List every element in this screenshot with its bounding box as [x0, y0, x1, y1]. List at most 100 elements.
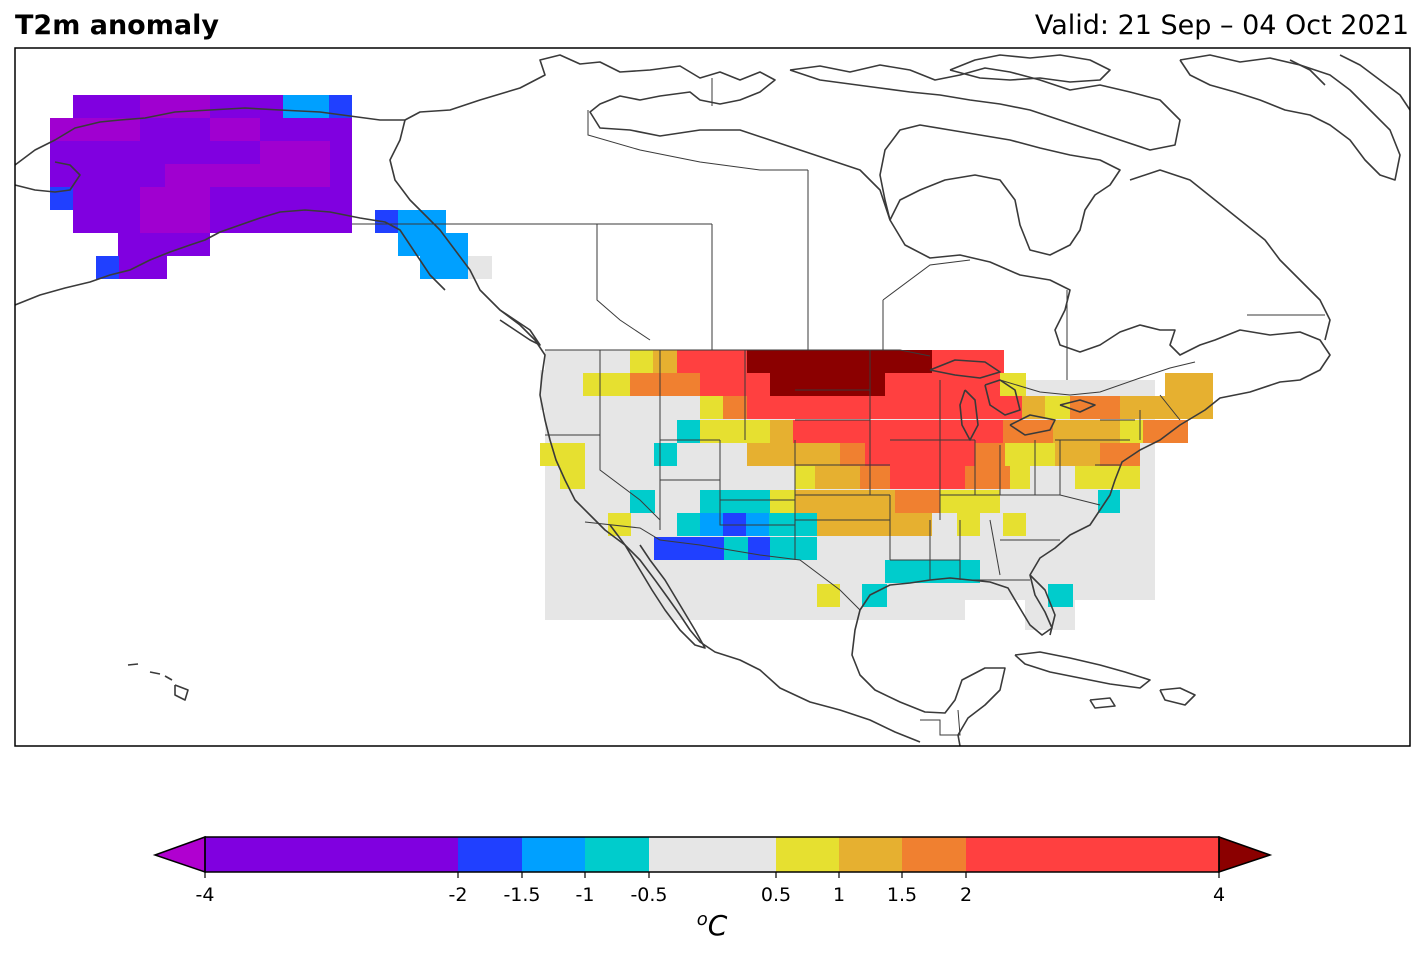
coastlines — [14, 54, 1411, 747]
anomaly-cell — [398, 210, 446, 233]
anomaly-cell — [260, 141, 330, 164]
anomaly-cell — [747, 443, 795, 466]
colorbar-bins — [205, 837, 1219, 872]
anomaly-cell — [677, 420, 700, 443]
anomaly-cell — [630, 490, 655, 513]
colorbar-tick-label: 0.5 — [761, 884, 791, 906]
anomaly-cell — [677, 350, 747, 373]
anomaly-cell — [50, 187, 73, 210]
anomaly-cell — [770, 537, 817, 560]
anomaly-cell — [1165, 373, 1213, 396]
anomaly-cell — [375, 210, 398, 233]
anomaly-cell — [747, 396, 1022, 419]
anomaly-cell — [700, 490, 770, 513]
colorbar-tick-label: -1.5 — [503, 884, 540, 906]
anomaly-cell — [1005, 443, 1055, 466]
colorbar-bin — [205, 837, 458, 872]
anomaly-cell — [420, 256, 468, 279]
anomaly-cell — [540, 443, 585, 466]
map-frame — [14, 47, 1411, 747]
anomaly-cell — [1053, 420, 1098, 443]
colorbar-bin — [839, 837, 902, 872]
colorbar-under-arrow — [152, 835, 206, 874]
anomaly-cell — [865, 443, 975, 466]
anomaly-cell — [885, 373, 1025, 396]
anomaly-cell — [795, 443, 840, 466]
anomaly-cell — [630, 373, 654, 396]
anomaly-cell — [677, 513, 700, 536]
anomaly-cell — [1143, 420, 1188, 443]
anomaly-cell — [724, 537, 748, 560]
anomaly-cell — [892, 513, 932, 536]
anomaly-cell — [398, 233, 468, 256]
anomaly-cell — [700, 420, 770, 443]
anomaly-cell — [840, 443, 865, 466]
anomaly-cell — [860, 466, 890, 489]
anomaly-cell — [770, 420, 793, 443]
anomaly-grid — [50, 95, 1213, 630]
colorbar-tick-label: -4 — [196, 884, 215, 906]
colorbar-tick-label: 1 — [833, 884, 845, 906]
colorbar-bin — [458, 837, 522, 872]
colorbar-bin — [585, 837, 649, 872]
anomaly-cell — [1045, 396, 1070, 419]
anomaly-cell — [1048, 584, 1073, 607]
anomaly-cell — [957, 513, 980, 536]
anomaly-cell — [654, 537, 724, 560]
colorbar-bin — [966, 837, 1219, 872]
anomaly-cell — [817, 513, 892, 536]
anomaly-cell — [210, 118, 260, 141]
anomaly-cell — [815, 466, 860, 489]
anomaly-cell — [885, 560, 980, 583]
anomaly-cell — [583, 373, 630, 396]
anomaly-cell — [793, 420, 1003, 443]
anomaly-cell — [965, 466, 1010, 489]
colorbar-ticks: -4 -2 -1.5 -1 -0.5 0.5 1 1.5 2 4 — [196, 872, 1225, 906]
colorbar-tick-label: -0.5 — [630, 884, 667, 906]
colorbar-unit-letter: C — [708, 909, 728, 942]
anomaly-cell — [700, 513, 723, 536]
colorbar-over-arrow — [1218, 835, 1273, 874]
anomaly-cell — [1075, 466, 1125, 489]
anomaly-cell — [1120, 396, 1170, 419]
anomaly-cell — [50, 118, 140, 141]
anomaly-cell — [890, 466, 965, 489]
anomaly-cell — [1170, 396, 1213, 419]
anomaly-cell — [96, 256, 119, 279]
anomaly-cell — [1098, 490, 1120, 513]
colorbar-bin — [649, 837, 776, 872]
anomaly-cell — [630, 350, 653, 373]
anomaly-cell — [975, 443, 1005, 466]
anomaly-cell — [795, 466, 815, 489]
anomaly-cell — [1120, 420, 1143, 443]
anomaly-cell — [770, 373, 780, 396]
anomaly-cell — [1022, 396, 1045, 419]
colorbar-unit: oC — [697, 909, 728, 942]
anomaly-cell — [895, 490, 940, 513]
colorbar-outline — [204, 836, 1220, 873]
anomaly-cell — [723, 396, 747, 419]
anomaly-cell — [140, 210, 210, 233]
colorbar-bin — [522, 837, 585, 872]
anomaly-cell — [1003, 420, 1053, 443]
borders — [352, 78, 1325, 736]
colorbar-unit-sup: o — [697, 909, 708, 930]
anomaly-cell — [747, 350, 932, 373]
anomaly-cell — [1055, 443, 1100, 466]
anomaly-cell — [1120, 466, 1140, 489]
anomaly-cell — [700, 396, 723, 419]
anomaly-cell — [329, 95, 352, 118]
anomaly-cell — [770, 490, 795, 513]
anomaly-cell — [653, 350, 677, 373]
colorbar-bin — [902, 837, 966, 872]
valid-period: Valid: 21 Sep – 04 Oct 2021 — [1034, 10, 1409, 41]
anomaly-cell — [1000, 373, 1026, 396]
anomaly-cell — [1070, 396, 1120, 419]
colorbar-tick-label: -2 — [449, 884, 468, 906]
anomaly-cell — [140, 187, 210, 210]
colorbar-tick-label: 4 — [1213, 884, 1225, 906]
anomaly-cell — [1010, 466, 1030, 489]
anomaly-cell — [165, 164, 330, 187]
